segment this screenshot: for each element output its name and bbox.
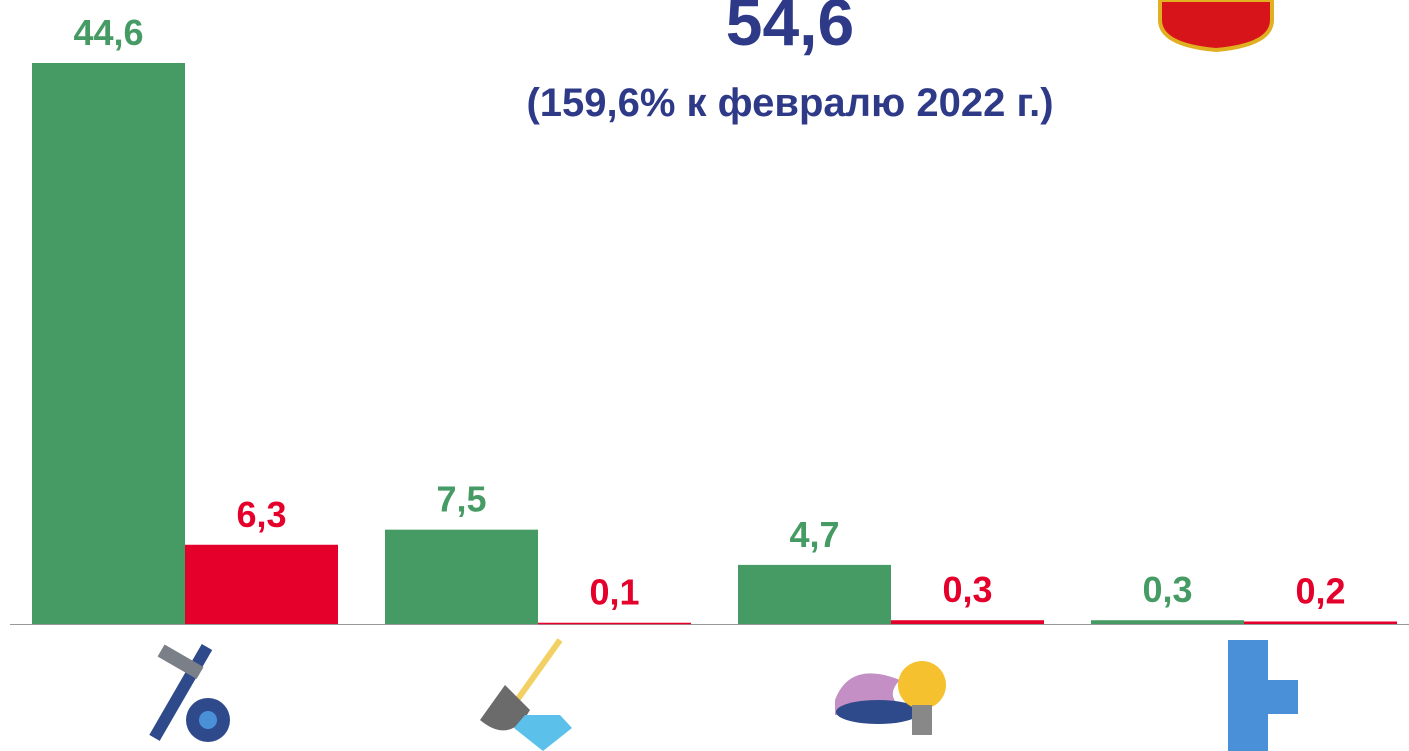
bar: [1244, 621, 1397, 624]
data-label: 44,6: [73, 12, 143, 53]
chart-title: 54,6: [726, 0, 854, 59]
data-label: 4,7: [789, 514, 839, 555]
data-label: 7,5: [436, 479, 486, 520]
data-label: 0,3: [1142, 569, 1192, 610]
chart-subtitle: (159,6% к февралю 2022 г.): [526, 81, 1053, 125]
bar: [891, 620, 1044, 624]
icon-manufacturing: [149, 643, 230, 742]
bar: [738, 564, 891, 624]
data-label: 0,1: [589, 572, 639, 613]
bar: [538, 622, 691, 625]
bar: [32, 63, 185, 624]
bar: [385, 529, 538, 624]
bar: [185, 544, 338, 624]
bar: [1091, 620, 1244, 624]
icon-energy: [835, 661, 946, 735]
data-label: 0,3: [942, 569, 992, 610]
data-label: 0,2: [1295, 570, 1345, 611]
data-label: 6,3: [236, 494, 286, 535]
emblem: [1158, 0, 1274, 53]
icon-mining: [480, 638, 572, 751]
icon-water: [1228, 640, 1298, 751]
